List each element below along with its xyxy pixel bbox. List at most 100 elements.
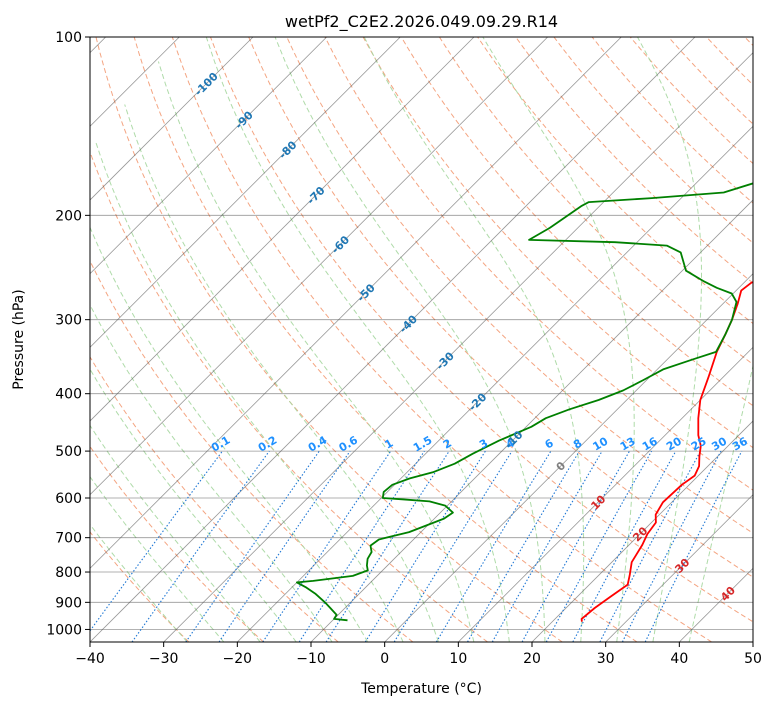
- mixing-ratio-line: [599, 450, 701, 642]
- dry-adiabat: [286, 37, 753, 534]
- moist-adiabat: [688, 363, 753, 642]
- dry-adiabat: [248, 37, 753, 578]
- mixing-ratio-label: 1: [382, 437, 395, 452]
- y-tick-label: 100: [55, 30, 82, 46]
- moist-adiabat: [90, 523, 188, 642]
- mixing-ratio-line: [364, 450, 486, 642]
- mixing-ratio-label: 10: [590, 434, 610, 453]
- dry-adiabat: [133, 37, 638, 642]
- isotherm: [531, 420, 753, 642]
- isotherm: [90, 37, 327, 275]
- x-tick-label: 0: [380, 651, 389, 667]
- moist-adiabat: [482, 37, 635, 642]
- moist-adiabat: [90, 303, 333, 642]
- dewpoint-profile: [296, 182, 753, 622]
- mixing-ratio-label: 25: [689, 435, 709, 454]
- isotherm-label: -70: [304, 184, 327, 207]
- x-axis-label: Temperature (°C): [360, 681, 482, 697]
- dry-adiabat: [400, 37, 753, 407]
- y-axis: 100 200 300 400 500 600 700 800 900 1000: [46, 30, 90, 638]
- isotherm-label: -80: [276, 138, 299, 161]
- mixing-ratio-line: [298, 450, 425, 642]
- plot-area: [90, 37, 753, 642]
- y-tick-label: 500: [55, 444, 82, 460]
- x-tick-label: 20: [523, 651, 541, 667]
- x-tick-label: −40: [75, 651, 105, 667]
- mixing-ratio-line: [644, 450, 743, 642]
- dry-adiabat: [210, 37, 753, 623]
- mixing-ratio-line: [393, 450, 513, 642]
- dry-adiabat: [90, 259, 414, 642]
- dry-adiabat: [324, 37, 753, 491]
- dry-adiabat: [591, 37, 753, 204]
- mixing-ratio-label: 2: [441, 437, 454, 452]
- dry-adiabat: [362, 37, 753, 449]
- y-tick-label: 300: [55, 313, 82, 329]
- mixing-ratio-line: [262, 450, 392, 642]
- isotherm-label: -60: [329, 233, 352, 256]
- mixing-ratio-line: [435, 450, 552, 642]
- moist-adiabat: [90, 368, 297, 642]
- moist-adiabat: [90, 475, 225, 642]
- mixing-ratio-line: [467, 450, 580, 642]
- isotherm: [163, 52, 753, 642]
- moist-adiabat: [90, 226, 369, 642]
- dry-adiabat: [438, 37, 753, 365]
- mixing-ratio-label: 20: [664, 434, 684, 453]
- isotherm-label: -30: [434, 349, 457, 372]
- isotherm-label: 40: [718, 584, 738, 604]
- mixing-ratio-line: [131, 450, 270, 642]
- mixing-ratio-line: [325, 450, 450, 642]
- isotherm: [752, 641, 753, 642]
- moist-adiabat: [124, 104, 439, 642]
- isotherm-label: -100: [192, 70, 221, 99]
- isotherm: [458, 346, 753, 642]
- mixing-ratio-label: 16: [640, 434, 660, 453]
- dry-adiabat: [744, 37, 753, 47]
- isotherm-label: -90: [233, 108, 256, 131]
- isotherm: [90, 37, 475, 422]
- isotherm-label: -40: [397, 312, 420, 335]
- moist-adiabat: [90, 424, 261, 642]
- dry-adiabat: [515, 37, 753, 284]
- dry-adiabat: [706, 37, 753, 86]
- moist-adiabat: [157, 61, 475, 642]
- mixing-ratio-label: 30: [709, 434, 729, 453]
- y-tick-label: 400: [55, 387, 82, 403]
- mixing-ratio-line: [90, 450, 223, 632]
- isotherm-label: -50: [355, 281, 378, 304]
- dry-adiabat: [171, 37, 712, 642]
- mixing-ratio-label: 13: [618, 435, 638, 454]
- isotherm: [605, 494, 753, 642]
- isotherm: [90, 37, 254, 201]
- isotherm-label: 30: [672, 556, 692, 576]
- x-axis: −40 −30 −20 −10 0 10 20 30 40 50: [75, 642, 762, 667]
- y-tick-label: 700: [55, 531, 82, 547]
- x-tick-label: −10: [296, 651, 326, 667]
- y-tick-label: 1000: [46, 622, 82, 638]
- moist-adiabat: [205, 37, 510, 642]
- isotherm: [679, 567, 753, 642]
- temperature-profile: [580, 281, 753, 622]
- y-tick-label: 200: [55, 208, 82, 224]
- isotherm: [310, 199, 753, 642]
- mixing-ratio-label: 3: [477, 437, 490, 452]
- dry-adiabat: [553, 37, 753, 244]
- x-tick-label: −20: [223, 651, 253, 667]
- isotherm: [237, 125, 753, 642]
- mixing-ratio-line: [545, 450, 653, 642]
- isotherm: [90, 37, 401, 348]
- mixing-ratio-line: [185, 450, 320, 642]
- y-tick-label: 900: [55, 595, 82, 611]
- x-tick-label: 10: [449, 651, 467, 667]
- isotherm: [90, 37, 622, 569]
- mixing-ratio-line: [218, 450, 351, 642]
- isotherm: [384, 273, 753, 642]
- x-tick-label: −30: [149, 651, 179, 667]
- isotherm: [90, 37, 696, 642]
- x-tick-label: 40: [670, 651, 688, 667]
- dry-adiabat: [90, 150, 488, 642]
- y-tick-label: 800: [55, 565, 82, 581]
- y-tick-label: 600: [55, 491, 82, 507]
- moist-adiabat: [274, 37, 546, 642]
